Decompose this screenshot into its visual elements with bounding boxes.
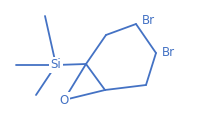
- Text: Br: Br: [142, 14, 155, 27]
- Text: O: O: [59, 93, 69, 107]
- Text: Br: Br: [162, 46, 175, 60]
- Text: Si: Si: [51, 59, 61, 72]
